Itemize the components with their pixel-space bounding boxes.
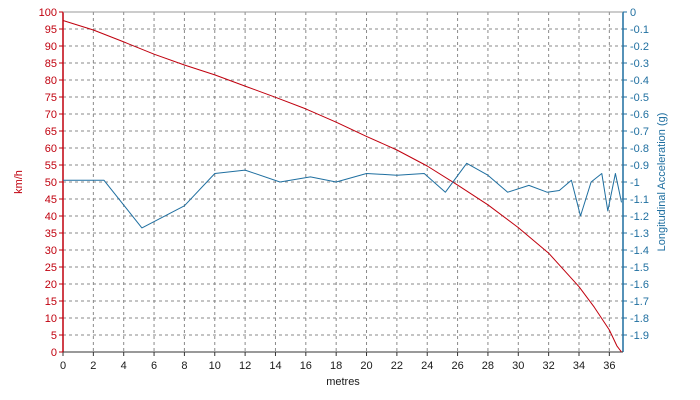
y-tick-label-right: -0.4 bbox=[630, 75, 649, 87]
y-tick-label-left: 80 bbox=[45, 75, 57, 87]
y-tick-label-left: 10 bbox=[45, 313, 57, 325]
y-tick-label-left: 65 bbox=[45, 126, 57, 138]
y-tick-label-right: -0.5 bbox=[630, 92, 649, 104]
y-tick-label-left: 75 bbox=[45, 92, 57, 104]
x-tick-label: 16 bbox=[300, 360, 312, 372]
y-tick-label-right: -1.8 bbox=[630, 313, 649, 325]
x-tick-label: 30 bbox=[512, 360, 524, 372]
grid bbox=[63, 12, 623, 352]
x-tick-label: 22 bbox=[391, 360, 403, 372]
y-tick-label-right: -0.9 bbox=[630, 160, 649, 172]
y-tick-label-right: -1.3 bbox=[630, 228, 649, 240]
y-tick-label-right: -0.8 bbox=[630, 143, 649, 155]
plot-background bbox=[63, 12, 623, 352]
x-tick-label: 24 bbox=[421, 360, 433, 372]
y-tick-label-left: 60 bbox=[45, 143, 57, 155]
y-tick-label-right: -0.7 bbox=[630, 126, 649, 138]
x-tick-label: 6 bbox=[151, 360, 157, 372]
y-tick-label-left: 55 bbox=[45, 160, 57, 172]
y-tick-label-right: -1.4 bbox=[630, 245, 649, 257]
x-tick-label: 8 bbox=[181, 360, 187, 372]
y-tick-label-right: -1 bbox=[630, 177, 640, 189]
y-tick-label-left: 95 bbox=[45, 24, 57, 36]
y-tick-label-right: -0.3 bbox=[630, 58, 649, 70]
x-tick-label: 26 bbox=[451, 360, 463, 372]
y-tick-label-right: -0.6 bbox=[630, 109, 649, 121]
x-tick-label: 10 bbox=[209, 360, 221, 372]
x-axis-label: metres bbox=[326, 376, 360, 388]
y-tick-label-right: -0.1 bbox=[630, 24, 649, 36]
y-tick-label-left: 20 bbox=[45, 279, 57, 291]
y-tick-label-left: 35 bbox=[45, 228, 57, 240]
speed-series-line bbox=[62, 20, 622, 353]
y-tick-label-right: -1.7 bbox=[630, 296, 649, 308]
x-tick-label: 20 bbox=[360, 360, 372, 372]
x-tick-label: 4 bbox=[121, 360, 127, 372]
x-tick-label: 36 bbox=[603, 360, 615, 372]
y-tick-label-left: 70 bbox=[45, 109, 57, 121]
y-tick-label-right: -1.5 bbox=[630, 262, 649, 274]
x-tick-label: 0 bbox=[60, 360, 66, 372]
x-tick-label: 32 bbox=[543, 360, 555, 372]
y-tick-label-left: 50 bbox=[45, 177, 57, 189]
y-tick-label-left: 90 bbox=[45, 41, 57, 53]
y-tick-label-right: -1.9 bbox=[630, 330, 649, 342]
y-tick-label-left: 85 bbox=[45, 58, 57, 70]
y-axis-label-right: Longitudinal Acceleration (g) bbox=[656, 113, 668, 252]
y-tick-label-left: 30 bbox=[45, 245, 57, 257]
y-tick-label-right: -1.1 bbox=[630, 194, 649, 206]
x-tick-label: 18 bbox=[330, 360, 342, 372]
y-tick-label-right: 0 bbox=[630, 7, 636, 19]
y-tick-label-left: 25 bbox=[45, 262, 57, 274]
y-tick-label-left: 0 bbox=[51, 347, 57, 359]
y-axis-label-left: km/h bbox=[13, 170, 25, 194]
y-tick-label-left: 40 bbox=[45, 211, 57, 223]
x-tick-label: 28 bbox=[482, 360, 494, 372]
series bbox=[62, 20, 622, 353]
y-tick-label-left: 15 bbox=[45, 296, 57, 308]
y-tick-label-left: 5 bbox=[51, 330, 57, 342]
x-tick-label: 34 bbox=[573, 360, 585, 372]
y-tick-label-left: 45 bbox=[45, 194, 57, 206]
axes: 0 2 4 6 8 10 12 14 16 18 20 22 24 26 28 30 32 34 360510152… bbox=[39, 7, 649, 372]
x-tick-label: 14 bbox=[269, 360, 281, 372]
x-tick-label: 12 bbox=[239, 360, 251, 372]
x-tick-label: 2 bbox=[90, 360, 96, 372]
y-tick-label-left: 100 bbox=[39, 7, 57, 19]
y-tick-label-right: -1.6 bbox=[630, 279, 649, 291]
y-tick-label-right: -1.2 bbox=[630, 211, 649, 223]
acceleration-series-line bbox=[63, 162, 622, 229]
y-tick-label-right: -0.2 bbox=[630, 41, 649, 53]
